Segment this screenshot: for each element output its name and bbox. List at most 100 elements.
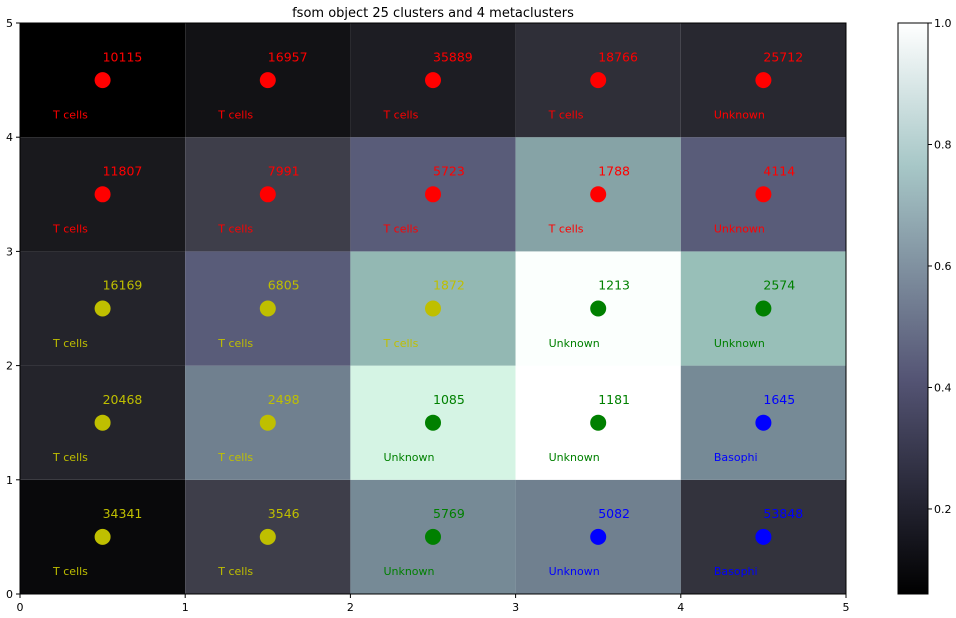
cluster-point: [94, 528, 111, 545]
cluster-count-label: 35889: [433, 49, 473, 64]
axes: 0 1 2 3 4 5 0 1 2 3 4 5: [6, 17, 850, 614]
colorbar: 0.2 0.4 0.6 0.8 1.0: [897, 17, 952, 595]
cluster-point: [94, 414, 111, 431]
cluster-type-label: Unknown: [714, 223, 765, 236]
heatmap-cells: [20, 23, 846, 594]
cluster-count-label: 18766: [598, 49, 638, 64]
cluster-point: [755, 186, 772, 203]
cluster-type-label: T cells: [217, 337, 253, 350]
y-tick-label: 5: [6, 17, 13, 30]
cluster-point: [94, 300, 111, 317]
cluster-point: [259, 186, 276, 203]
cluster-type-label: T cells: [52, 223, 88, 236]
colorbar-tick-label: 0.6: [934, 260, 952, 273]
x-tick-label: 3: [512, 601, 519, 614]
cluster-count-label: 25712: [763, 49, 803, 64]
cluster-count-label: 1213: [598, 278, 630, 293]
cluster-point: [755, 300, 772, 317]
x-tick-label: 5: [843, 601, 850, 614]
cluster-point: [590, 414, 607, 431]
cluster-count-label: 1181: [598, 392, 630, 407]
colorbar-tick-label: 1.0: [934, 17, 952, 30]
cluster-type-label: Unknown: [714, 108, 765, 121]
cluster-count-label: 3546: [268, 506, 300, 521]
cluster-point: [259, 414, 276, 431]
cluster-count-label: 4114: [763, 163, 795, 178]
x-tick-label: 0: [17, 601, 24, 614]
cluster-count-label: 2574: [763, 278, 795, 293]
cluster-count-label: 16169: [103, 278, 143, 293]
cluster-type-label: T cells: [548, 223, 584, 236]
cluster-count-label: 20468: [103, 392, 143, 407]
cluster-point: [259, 72, 276, 89]
cluster-point: [425, 72, 441, 89]
cluster-count-label: 1872: [433, 278, 465, 293]
colorbar-tick-label: 0.4: [934, 381, 952, 394]
cluster-point: [755, 528, 772, 545]
colorbar-tick-label: 0.8: [934, 138, 952, 151]
cluster-type-label: Unknown: [383, 451, 434, 464]
cluster-point: [94, 72, 111, 89]
colorbar-gradient: [897, 22, 929, 595]
y-tick-label: 2: [6, 360, 13, 373]
cluster-count-label: 10115: [103, 49, 143, 64]
cluster-type-label: T cells: [217, 451, 253, 464]
cluster-point: [590, 300, 607, 317]
cluster-point: [425, 300, 441, 317]
cluster-type-label: T cells: [382, 108, 418, 121]
y-tick-label: 3: [6, 245, 13, 258]
cluster-marks: 34341 T cells 3546 T cells 5769 Unknown 5082 Un…: [52, 49, 803, 578]
cluster-count-label: 53848: [763, 506, 803, 521]
x-tick-label: 4: [677, 601, 684, 614]
cluster-count-label: 1085: [433, 392, 465, 407]
cluster-type-label: Basophi: [714, 451, 758, 464]
cluster-type-label: T cells: [217, 223, 253, 236]
cluster-type-label: T cells: [217, 565, 253, 578]
chart-title: fsom object 25 clusters and 4 metacluste…: [292, 6, 574, 21]
cluster-count-label: 7991: [268, 163, 300, 178]
cluster-point: [94, 186, 111, 203]
cluster-count-label: 5082: [598, 506, 630, 521]
cluster-point: [259, 300, 276, 317]
y-tick-label: 0: [6, 588, 13, 601]
cluster-type-label: Basophi: [714, 565, 758, 578]
cluster-point: [590, 72, 607, 89]
cluster-type-label: Unknown: [549, 565, 600, 578]
cluster-point: [259, 528, 276, 545]
cluster-count-label: 5769: [433, 506, 465, 521]
cluster-type-label: T cells: [52, 108, 88, 121]
cluster-count-label: 1645: [763, 392, 795, 407]
cluster-type-label: T cells: [382, 223, 418, 236]
cluster-type-label: Unknown: [714, 337, 765, 350]
cluster-type-label: T cells: [52, 337, 88, 350]
cluster-point: [590, 186, 607, 203]
cluster-point: [755, 72, 772, 89]
cluster-point: [425, 414, 441, 431]
cluster-count-label: 1788: [598, 163, 630, 178]
cluster-type-label: Unknown: [549, 337, 600, 350]
cluster-count-label: 6805: [268, 278, 300, 293]
cluster-count-label: 34341: [103, 506, 143, 521]
cluster-type-label: T cells: [52, 451, 88, 464]
cluster-type-label: Unknown: [383, 565, 434, 578]
colorbar-tick-label: 0.2: [934, 503, 952, 516]
plot-frame: [19, 22, 847, 595]
cluster-count-label: 11807: [103, 163, 143, 178]
cluster-type-label: T cells: [217, 108, 253, 121]
cluster-count-label: 16957: [268, 49, 308, 64]
cluster-point: [425, 528, 441, 545]
cluster-point: [755, 414, 772, 431]
cluster-type-label: T cells: [52, 565, 88, 578]
cluster-point: [425, 186, 441, 203]
y-tick-label: 1: [6, 474, 13, 487]
cluster-type-label: T cells: [382, 337, 418, 350]
cluster-type-label: Unknown: [549, 451, 600, 464]
y-tick-label: 4: [6, 131, 13, 144]
cluster-count-label: 2498: [268, 392, 300, 407]
x-tick-label: 2: [347, 601, 354, 614]
cluster-count-label: 5723: [433, 163, 465, 178]
x-tick-label: 1: [182, 601, 189, 614]
cluster-type-label: T cells: [548, 108, 584, 121]
cluster-point: [590, 528, 607, 545]
